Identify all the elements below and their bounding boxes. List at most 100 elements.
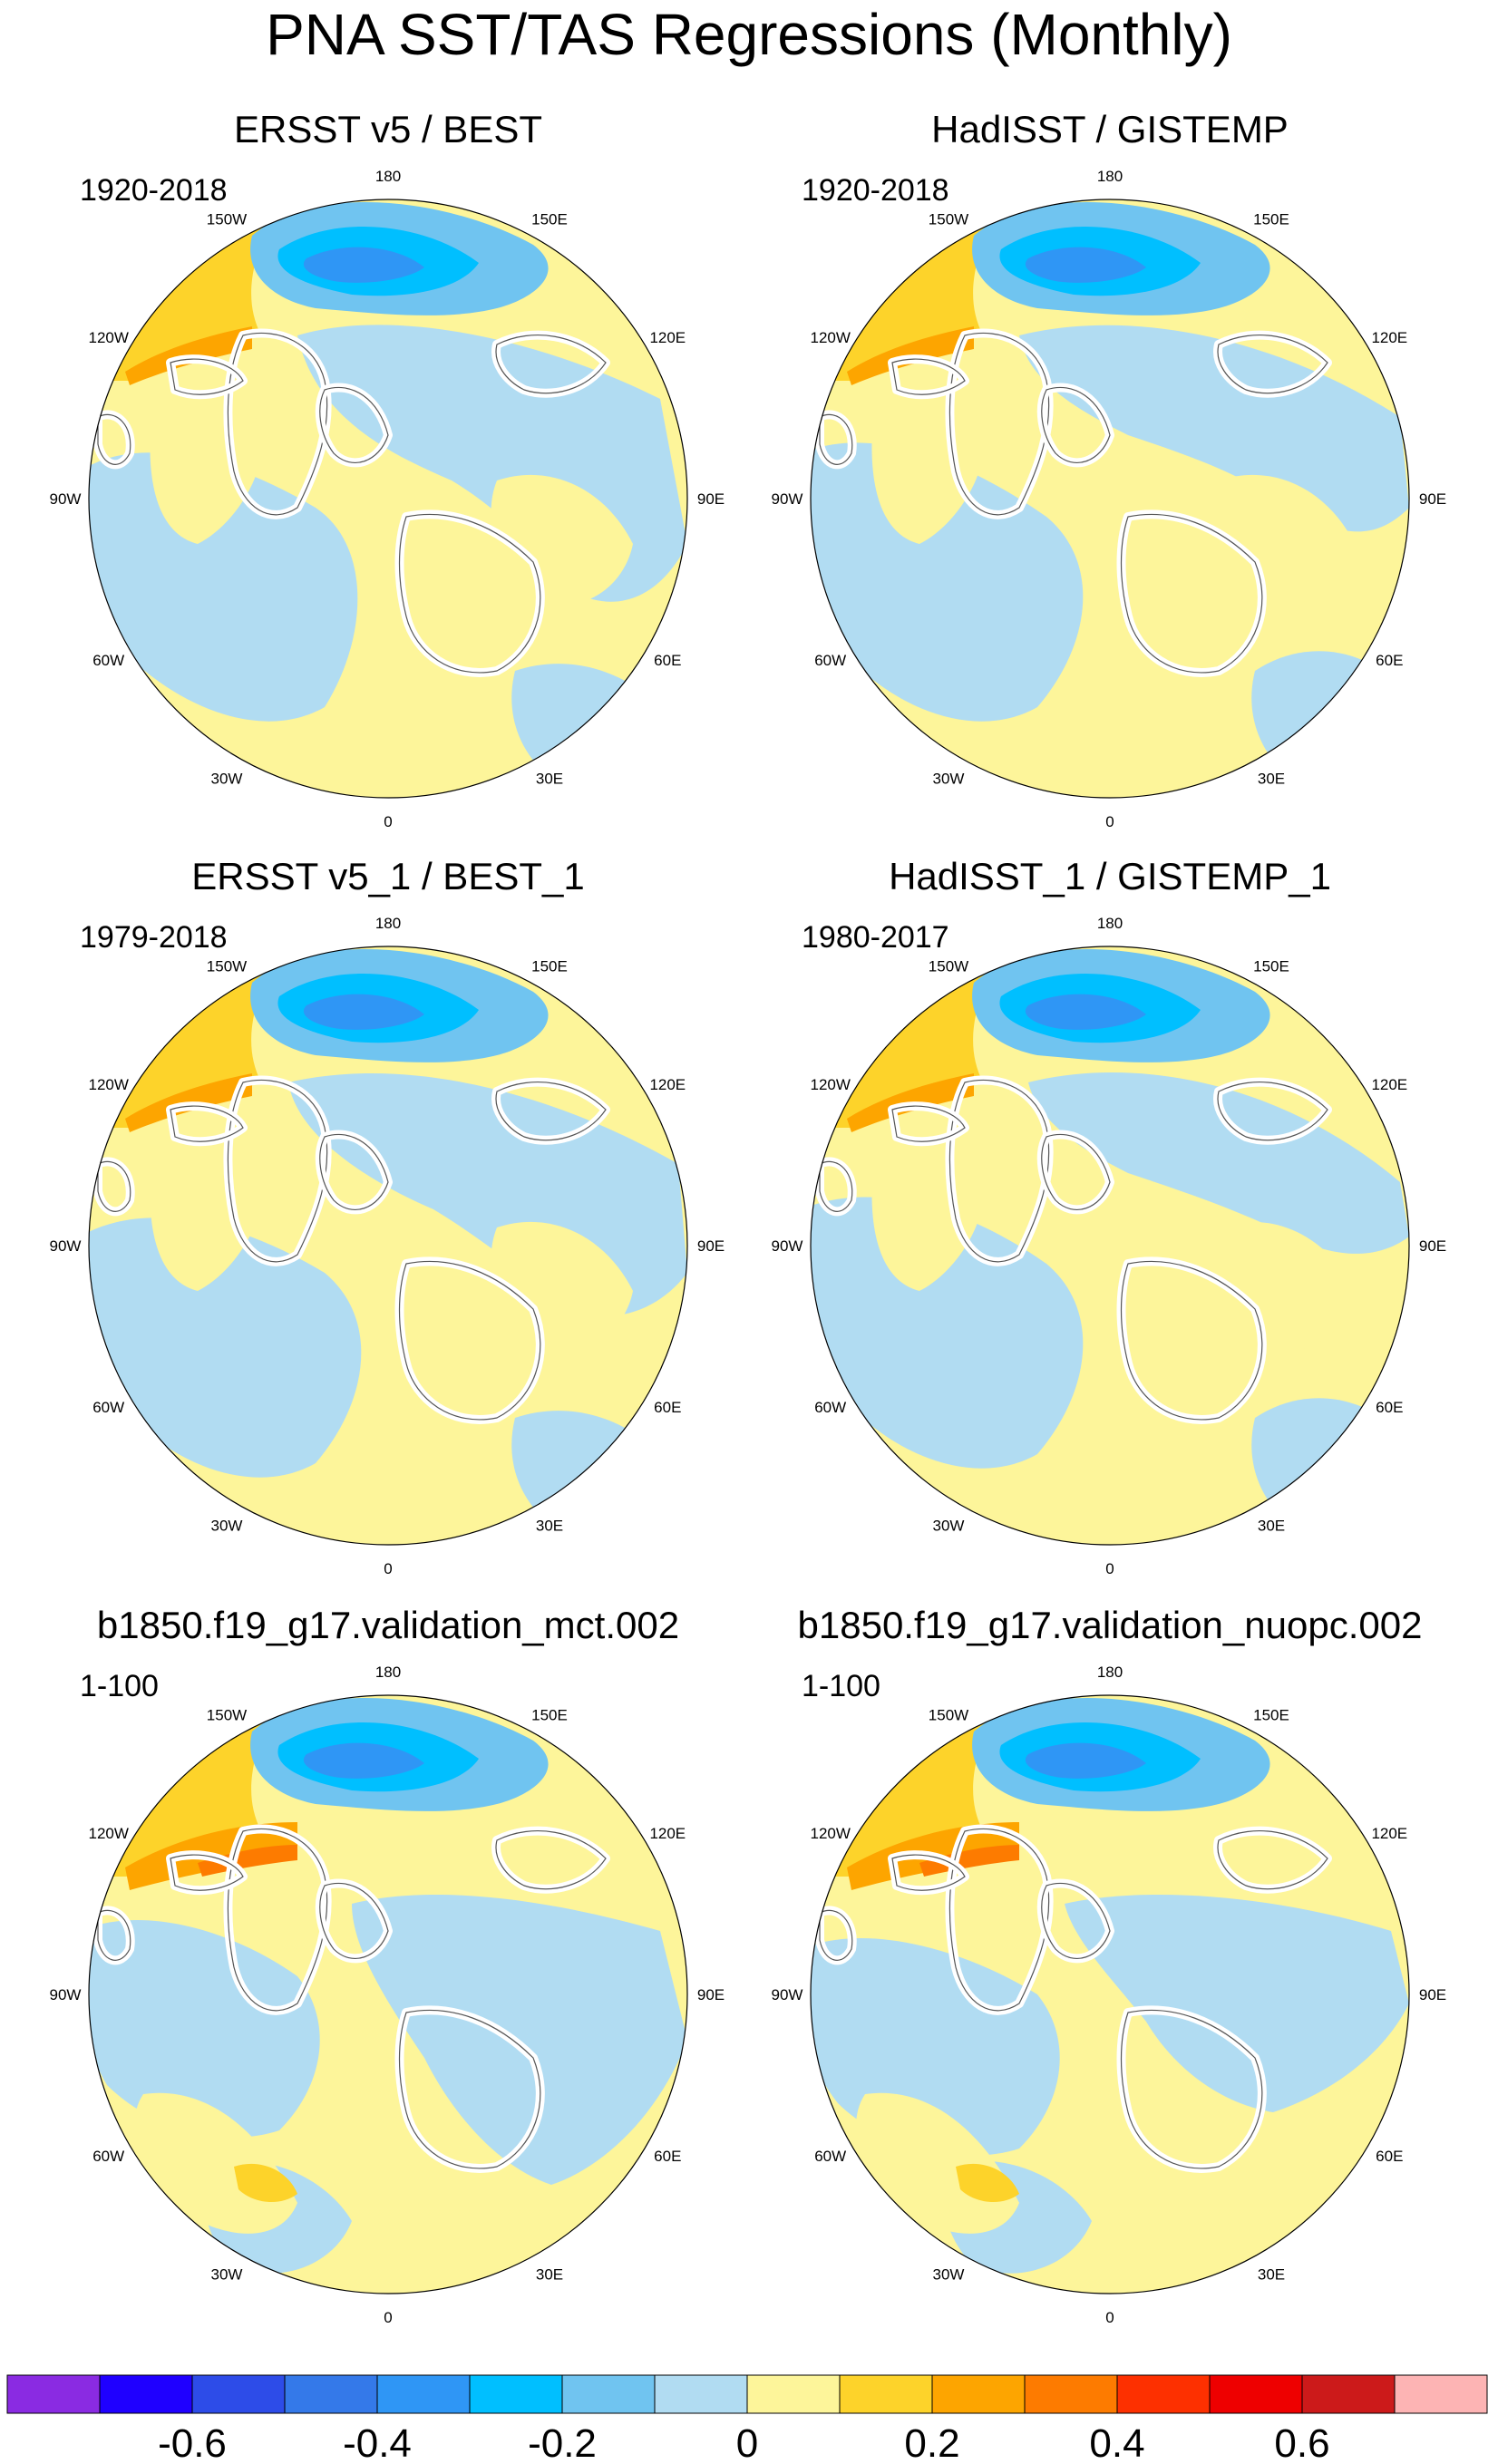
longitude-label: 150W: [207, 958, 247, 975]
longitude-label: 120W: [88, 1825, 128, 1842]
panel-title-5: b1850.f19_g17.validation_mct.002: [96, 1604, 680, 1646]
longitude-label: 120W: [88, 1076, 128, 1093]
longitude-label: 30W: [933, 1517, 965, 1534]
longitude-label: 60W: [92, 1399, 124, 1416]
panel-period-2: 1920-2018: [802, 173, 949, 208]
longitude-label: 60E: [654, 1399, 681, 1416]
coastline-1: [948, 1079, 1050, 1263]
coastline-4: [1217, 1830, 1328, 1890]
longitude-label: 150W: [929, 958, 968, 975]
positive-region-eurasia: [1212, 1221, 1355, 1352]
coastline-4: [495, 1830, 607, 1890]
longitude-label: 180: [375, 915, 401, 932]
longitude-label: 0: [384, 1560, 392, 1577]
colorbar-box: [1024, 2374, 1118, 2414]
longitude-label: 150E: [1253, 958, 1289, 975]
longitude-label: 60E: [654, 652, 681, 669]
longitude-label: 30E: [536, 770, 563, 787]
longitude-label: 120E: [1371, 1076, 1407, 1093]
longitude-label: 90E: [697, 1237, 725, 1255]
longitude-label: 0: [1105, 2309, 1114, 2326]
negative-region-3: [511, 664, 660, 772]
longitude-label: 30W: [211, 770, 243, 787]
colorbar-box: [191, 2374, 286, 2414]
longitude-label: 90E: [697, 490, 725, 508]
longitude-label: 180: [1097, 168, 1123, 185]
longitude-label: 30W: [933, 2265, 965, 2283]
longitude-label: 30E: [536, 1517, 563, 1534]
longitude-label: 30W: [211, 2265, 243, 2283]
map-boundary: [88, 199, 688, 799]
negative-region-3: [1251, 1398, 1400, 1519]
positive-patch-atlantic: [956, 2163, 1019, 2203]
colorbar-box: [284, 2374, 378, 2414]
coastline-6: [819, 413, 853, 465]
longitude-label: 150E: [531, 958, 568, 975]
coastline-4: [1217, 1082, 1328, 1141]
coastline-5: [891, 1105, 966, 1142]
longitude-label: 150W: [929, 1707, 968, 1724]
map-boundary: [810, 1694, 1410, 2294]
longitude-label: 150W: [207, 1707, 247, 1724]
coastline-2: [319, 386, 389, 463]
colorbar-box: [1116, 2374, 1211, 2414]
longitude-label: 90W: [50, 490, 82, 508]
longitude-label: 90W: [772, 1237, 803, 1255]
longitude-label: 180: [1097, 1664, 1123, 1681]
panel-title-2: HadISST / GISTEMP: [931, 108, 1289, 150]
longitude-label: 30W: [933, 770, 965, 787]
positive-region-eurasia: [491, 474, 633, 605]
negative-core: [303, 247, 424, 283]
longitude-label: 0: [384, 2309, 392, 2326]
coastline-4: [1217, 335, 1328, 394]
longitude-label: 120E: [649, 329, 686, 346]
longitude-label: 150W: [207, 211, 247, 228]
longitude-label: 90E: [697, 1986, 725, 2003]
polar-map-2: 180 150E 120E 90E 60E 30E 0 30W 60W 90W 120W 150W: [772, 168, 1447, 830]
positive-region-canada: [871, 1142, 985, 1291]
polar-map-6: 180 150E 120E 90E 60E 30E 0 30W 60W 90W 120W 150W: [772, 1664, 1447, 2326]
longitude-label: 120E: [1371, 1825, 1407, 1842]
positive-region-canada: [150, 1142, 263, 1291]
longitude-label: 120E: [649, 1825, 686, 1842]
longitude-label: 150E: [531, 1707, 568, 1724]
coastline-6: [97, 1160, 131, 1212]
panel-title-1: ERSST v5 / BEST: [234, 108, 542, 150]
colorbar-tick-label: 0.2: [904, 2421, 959, 2464]
colorbar-box: [99, 2374, 193, 2414]
map-boundary: [810, 946, 1410, 1546]
longitude-label: 60E: [1376, 2148, 1403, 2165]
negative-core: [1025, 247, 1146, 283]
colorbar-box: [839, 2374, 933, 2414]
coastline-4: [495, 1082, 607, 1141]
panel-title-6: b1850.f19_g17.validation_nuopc.002: [797, 1604, 1423, 1646]
longitude-label: 90W: [50, 1237, 82, 1255]
negative-core: [303, 994, 424, 1030]
coastline-6: [819, 1160, 853, 1212]
panel-period-1: 1920-2018: [80, 173, 228, 208]
colorbar-box: [561, 2374, 656, 2414]
coastline-3: [1120, 1260, 1263, 1421]
polar-map-1: 180 150E 120E 90E 60E 30E 0 30W 60W 90W 120W 150W: [50, 168, 725, 830]
longitude-label: 120W: [810, 1076, 850, 1093]
coastline-2: [1041, 386, 1111, 463]
longitude-label: 90W: [772, 490, 803, 508]
colorbar-tick-label: -0.4: [343, 2421, 412, 2464]
map-boundary: [88, 946, 688, 1546]
longitude-label: 60E: [1376, 1399, 1403, 1416]
polar-map-3: 180 150E 120E 90E 60E 30E 0 30W 60W 90W 120W 150W: [50, 915, 725, 1577]
negative-region-1: [89, 1920, 320, 2138]
longitude-label: 90E: [1419, 490, 1446, 508]
coastline-1: [227, 332, 328, 516]
coastline-5: [891, 358, 966, 395]
coastline-1: [227, 1079, 328, 1263]
longitude-label: 60W: [814, 2148, 846, 2165]
colorbar-tick-label: 0.4: [1089, 2421, 1144, 2464]
coastline-4: [495, 335, 607, 394]
coastline-2: [1041, 1133, 1111, 1210]
longitude-label: 30W: [211, 1517, 243, 1534]
colorbar-box: [1301, 2374, 1396, 2414]
positive-region-eurasia: [1212, 474, 1355, 605]
negative-region-1: [811, 1197, 1084, 1469]
coastline-1: [948, 1828, 1050, 2012]
